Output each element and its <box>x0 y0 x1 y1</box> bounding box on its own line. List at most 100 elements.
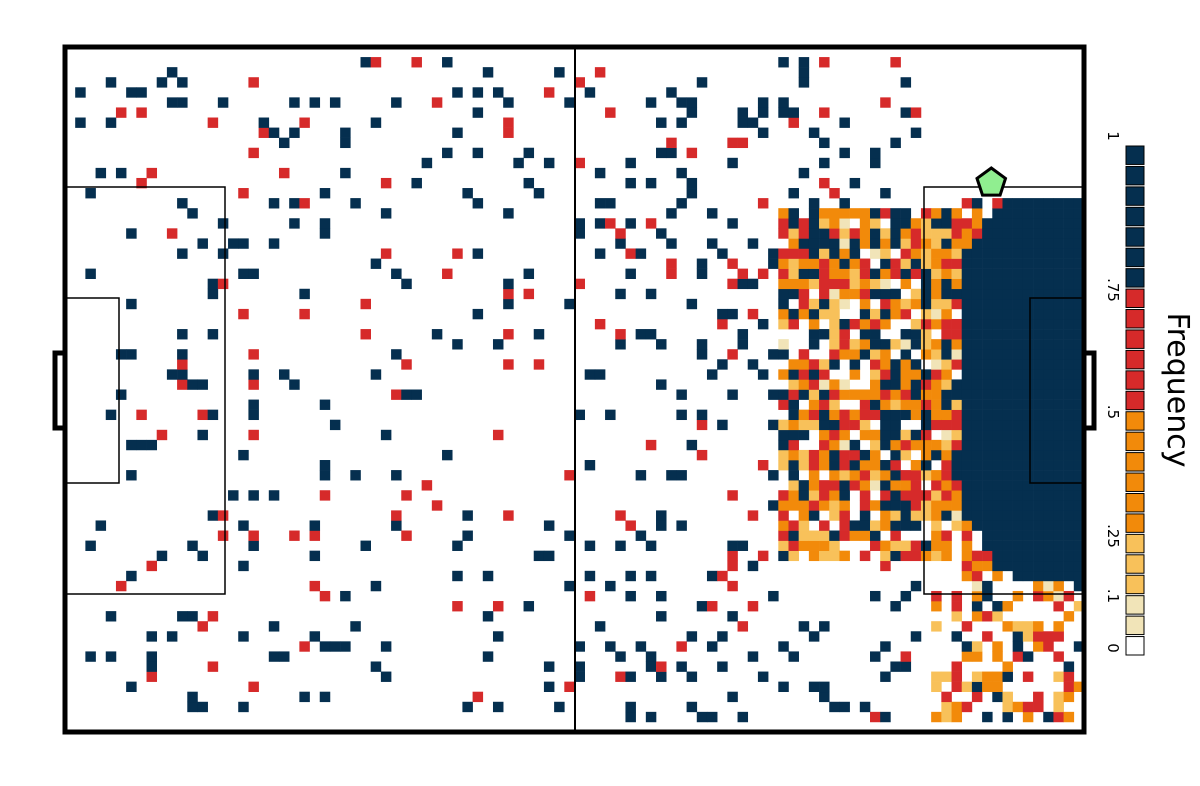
heatmap-cell <box>299 198 310 209</box>
heatmap-cell <box>238 308 249 320</box>
heatmap-cell <box>870 349 881 360</box>
heatmap-cell <box>829 238 840 249</box>
heatmap-cell <box>1033 419 1044 431</box>
heatmap-cell <box>706 570 718 582</box>
heatmap-cell <box>1002 318 1013 330</box>
heatmap-cell <box>523 601 535 612</box>
heatmap-cell <box>472 248 484 259</box>
heatmap-cell <box>1063 540 1075 551</box>
heatmap-cell <box>910 409 922 421</box>
heatmap-cell <box>146 560 158 572</box>
heatmap-cell <box>85 268 96 279</box>
heatmap-cell <box>971 389 983 400</box>
heatmap-cell <box>961 460 973 471</box>
heatmap-cell <box>870 399 881 410</box>
heatmap-cell <box>941 409 952 421</box>
heatmap-cell <box>656 661 667 672</box>
heatmap-cell <box>757 268 769 279</box>
heatmap-cell <box>1053 369 1064 380</box>
heatmap-cell <box>931 359 942 370</box>
heatmap-cell <box>1002 671 1013 682</box>
heatmap-cell <box>309 631 321 642</box>
heatmap-cell <box>1053 540 1064 551</box>
heatmap-cell <box>625 248 636 259</box>
heatmap-cell <box>1043 480 1054 491</box>
heatmap-cell <box>574 641 585 652</box>
heatmap-cell <box>727 349 738 360</box>
legend-swatch <box>1125 370 1145 390</box>
heatmap-cell <box>788 399 799 410</box>
heatmap-cell <box>1043 329 1054 340</box>
heatmap-cell <box>1053 560 1064 572</box>
heatmap-cell <box>492 339 504 350</box>
heatmap-cell <box>961 198 973 209</box>
heatmap-cell <box>849 248 861 259</box>
heatmap-cell <box>1073 218 1085 229</box>
heatmap-cell <box>808 631 820 642</box>
heatmap-cell <box>992 349 1003 360</box>
heatmap-cell <box>819 439 830 451</box>
heatmap-cell <box>1053 580 1064 592</box>
heatmap-cell <box>645 661 657 672</box>
heatmap-cell <box>849 238 861 249</box>
heatmap-cell <box>778 641 789 652</box>
heatmap-cell <box>1012 570 1024 582</box>
heatmap-cell <box>910 490 922 501</box>
heatmap-cell <box>941 419 952 431</box>
heatmap-cell <box>503 117 514 128</box>
heatmap-cell <box>819 490 830 501</box>
heatmap-cell <box>696 268 708 279</box>
heatmap-cell <box>656 590 667 602</box>
heatmap-cell <box>798 540 810 551</box>
heatmap-cell <box>819 409 830 421</box>
heatmap-cell <box>900 550 912 562</box>
heatmap-cell <box>880 490 891 501</box>
heatmap-cell <box>808 339 820 350</box>
heatmap-cell <box>686 671 698 682</box>
heatmap-cell <box>870 369 881 380</box>
heatmap-cell <box>370 580 382 592</box>
heatmap-cell <box>829 550 840 562</box>
heatmap-cell <box>401 359 412 370</box>
heatmap-cell <box>839 208 850 219</box>
heatmap-cell <box>992 258 1003 269</box>
heatmap-cell <box>829 530 840 541</box>
heatmap-cell <box>910 268 922 279</box>
heatmap-cell <box>982 711 993 723</box>
heatmap-cell <box>992 601 1003 612</box>
heatmap-cell <box>177 248 188 259</box>
heatmap-cell <box>574 409 585 421</box>
heatmap-cell <box>992 419 1003 431</box>
heatmap-cell <box>696 349 708 360</box>
heatmap-cell <box>951 701 963 713</box>
heatmap-cell <box>1033 570 1044 582</box>
heatmap-cell <box>462 701 473 713</box>
heatmap-cell <box>808 308 820 320</box>
heatmap-cell <box>1033 369 1044 380</box>
heatmap-cell <box>859 329 871 340</box>
heatmap-cell <box>951 329 963 340</box>
heatmap-cell <box>1063 470 1075 481</box>
heatmap-cell <box>961 349 973 360</box>
heatmap-cell <box>961 298 973 310</box>
heatmap-cell <box>1063 308 1075 320</box>
heatmap-cell <box>1012 621 1024 632</box>
heatmap-cell <box>900 238 912 249</box>
heatmap-cell <box>1022 470 1034 481</box>
heatmap-cell <box>666 470 677 481</box>
heatmap-cell <box>1053 691 1064 703</box>
heatmap-cell <box>890 530 901 541</box>
heatmap-cell <box>961 701 973 713</box>
heatmap-cell <box>829 449 840 461</box>
heatmap-cell <box>645 439 657 451</box>
heatmap-cell <box>1043 520 1054 531</box>
heatmap-cell <box>656 117 667 128</box>
heatmap-cell <box>880 540 891 551</box>
heatmap-cell <box>849 449 861 461</box>
heatmap-cell <box>941 389 952 400</box>
heatmap-cell <box>808 318 820 330</box>
heatmap-cell <box>717 318 728 330</box>
heatmap-cell <box>808 228 820 239</box>
heatmap-cell <box>676 117 687 128</box>
heatmap-cell <box>931 278 942 290</box>
